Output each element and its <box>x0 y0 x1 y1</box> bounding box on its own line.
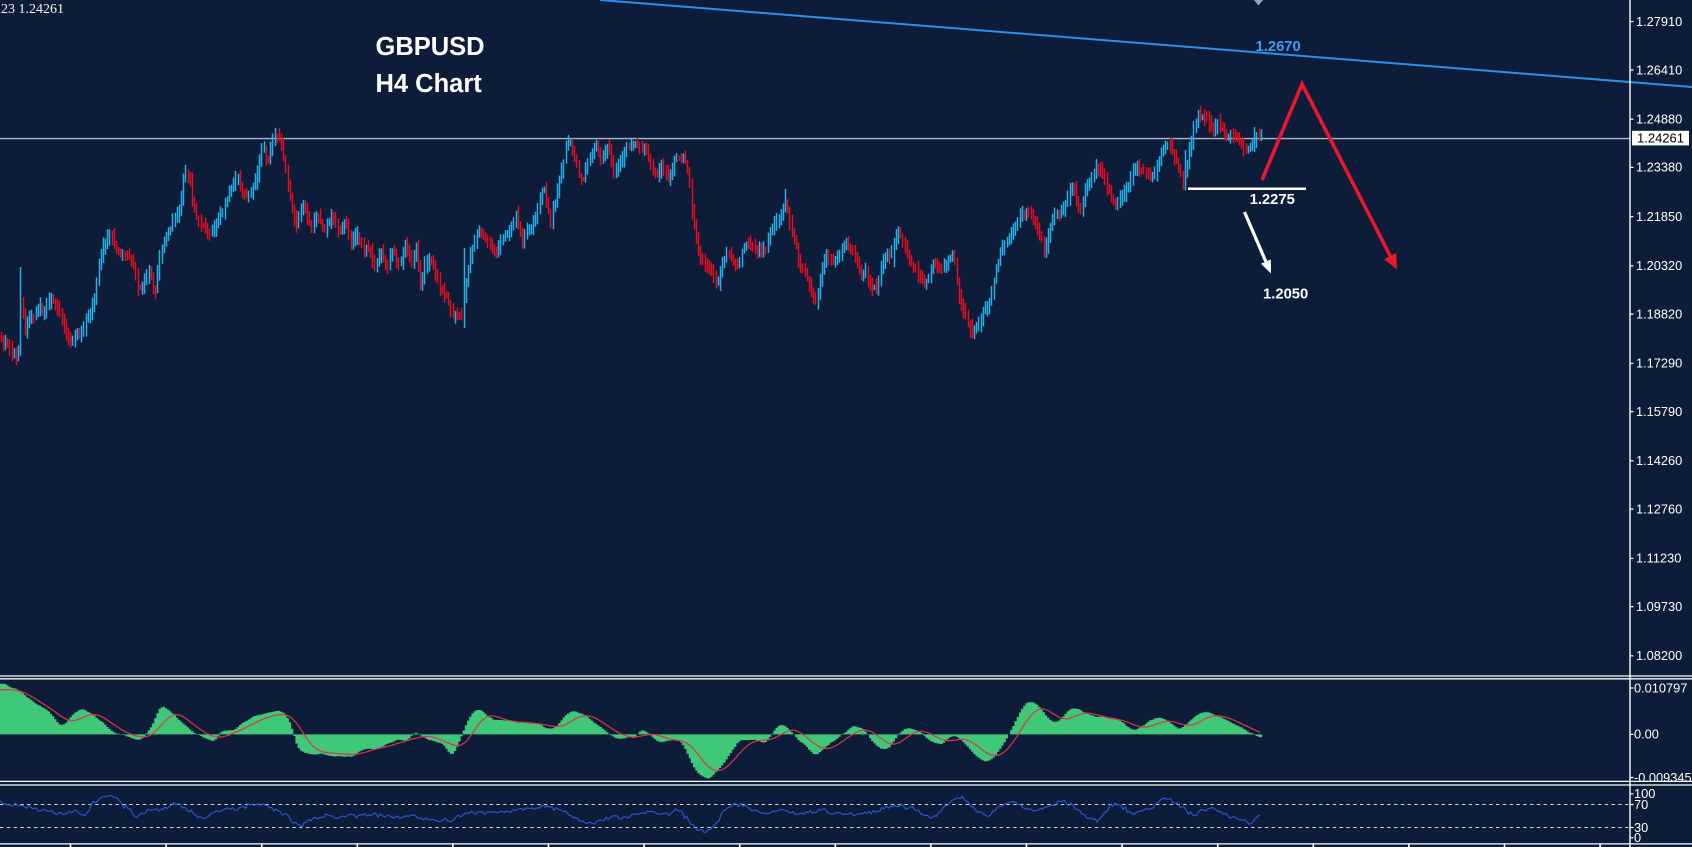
svg-text:1.12760: 1.12760 <box>1636 501 1682 516</box>
svg-text:70: 70 <box>1634 797 1648 812</box>
svg-text:0: 0 <box>1634 830 1641 845</box>
svg-text:H4 Chart: H4 Chart <box>376 70 483 98</box>
svg-text:100: 100 <box>1634 786 1655 801</box>
svg-text:1.24880: 1.24880 <box>1636 112 1682 127</box>
svg-text:1.08200: 1.08200 <box>1636 648 1682 663</box>
svg-text:1.11230: 1.11230 <box>1636 551 1681 566</box>
svg-text:GBPUSD: GBPUSD <box>376 33 485 61</box>
svg-text:1.21850: 1.21850 <box>1636 209 1682 224</box>
svg-text:1.2670: 1.2670 <box>1256 39 1301 55</box>
svg-text:1.23380: 1.23380 <box>1636 160 1682 175</box>
svg-text:1.24261: 1.24261 <box>1637 131 1684 146</box>
svg-text:1.27910: 1.27910 <box>1636 14 1682 29</box>
svg-text:223 1.24261: 223 1.24261 <box>0 2 64 17</box>
svg-text:1.18820: 1.18820 <box>1636 306 1682 321</box>
svg-text:1.17290: 1.17290 <box>1636 356 1682 371</box>
svg-text:1.20320: 1.20320 <box>1636 258 1682 273</box>
svg-text:0.010797: 0.010797 <box>1634 680 1687 695</box>
svg-text:1.14260: 1.14260 <box>1636 453 1682 468</box>
svg-text:30: 30 <box>1634 820 1648 835</box>
svg-text:1.09730: 1.09730 <box>1636 599 1682 614</box>
svg-text:0.00: 0.00 <box>1634 727 1659 742</box>
svg-text:-0.009345: -0.009345 <box>1634 770 1692 785</box>
svg-text:1.26410: 1.26410 <box>1636 62 1682 77</box>
svg-text:1.2050: 1.2050 <box>1263 286 1308 302</box>
svg-text:1.15790: 1.15790 <box>1636 404 1682 419</box>
svg-text:1.2275: 1.2275 <box>1250 192 1295 208</box>
